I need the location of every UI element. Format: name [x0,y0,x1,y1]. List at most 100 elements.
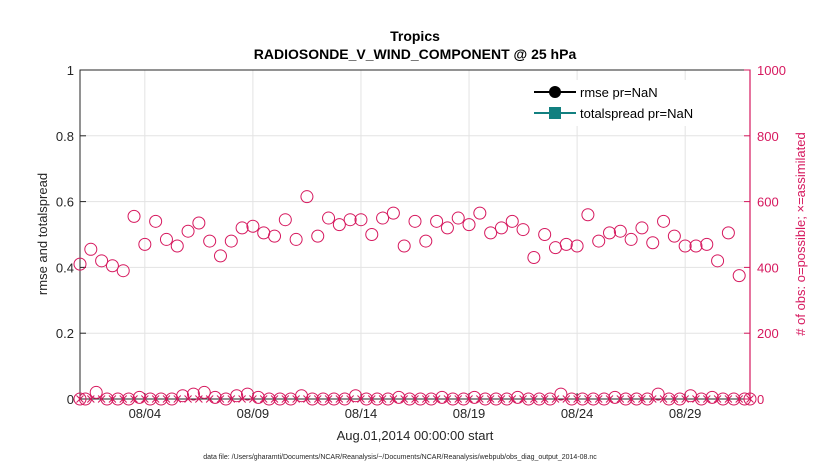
obs-assimilated-point [173,395,182,403]
y-left-tick-label: 1 [67,63,74,78]
obs-possible-point [721,226,735,240]
obs-assimilated-point [195,395,203,403]
y-left-tick-label: 0 [67,392,74,407]
obs-possible-point [516,223,530,237]
chart-title: Tropics [390,28,440,44]
y-right-tick-label: 400 [757,260,779,275]
obs-possible-point [159,232,173,246]
obs-assimilated-point [378,395,387,403]
obs-possible-point [268,229,282,243]
y-right-tick-label: 1000 [757,63,786,78]
obs-possible-point [462,218,476,232]
obs-possible-point [581,208,595,222]
obs-possible-point [105,259,119,273]
obs-assimilated-point [616,395,625,403]
obs-possible-point [419,234,433,248]
x-axis: 08/04 08/09 08/14 08/19 08/24 08/29 [129,393,701,421]
obs-possible-point [592,234,606,248]
obs-possible-point [484,226,498,240]
y-axis-right-label: # of obs: o=possible; ×=assimilated [793,132,808,335]
obs-possible-point [149,214,163,228]
obs-possible-point [505,214,519,228]
obs-possible-point [89,385,103,399]
obs-possible-point [494,221,508,235]
obs-assimilated-point [508,395,517,403]
y-left-tick-label: 0.8 [56,129,74,144]
obs-assimilated-point [346,395,355,403]
y-right-tick-label: 600 [757,195,779,210]
obs-possible-point [186,387,200,401]
obs-possible-point [467,390,481,404]
obs-assimilated-point [627,395,635,403]
obs-assimilated-point [108,395,117,403]
legend-spread-label: totalspread pr=NaN [580,106,693,121]
obs-possible-point [603,226,617,240]
obs-assimilated-point [313,395,322,403]
obs-possible-point [689,239,703,253]
obs-possible-point [732,269,746,283]
obs-assimilated-point [454,395,463,403]
obs-possible-point [332,218,346,232]
obs-assimilated-point [76,395,84,403]
obs-possible-point [203,234,217,248]
obs-possible-point [608,390,622,404]
obs-possible-point [743,392,757,406]
obs-possible-point [251,390,265,404]
obs-assimilated-point [735,395,744,403]
obs-assimilated-point [292,395,300,403]
obs-assimilated-point [486,395,495,403]
x-tick-label: 08/19 [453,406,486,421]
y-axis-left: 0 0.2 0.4 0.6 0.8 1 [56,63,86,407]
obs-possible-point [397,239,411,253]
obs-assimilated-point [681,395,690,403]
x-tick-label: 08/14 [345,406,378,421]
x-axis-label: Aug.01,2014 00:00:00 start [337,428,494,443]
obs-assimilated-point [605,395,614,403]
data-file-footer: data file: /Users/gharamti/Documents/NCA… [203,454,597,461]
obs-possible-point [127,209,141,223]
obs-possible-point [289,232,303,246]
obs-possible-point [132,390,146,404]
obs-possible-point [213,249,227,263]
obs-assimilated-point [594,395,603,403]
obs-assimilated-point [184,395,192,403]
obs-assimilated-point [638,395,646,403]
obs-possible-point [678,239,692,253]
obs-assimilated-point [519,395,527,403]
data-marks [73,190,757,406]
legend-rmse-label: rmse pr=NaN [580,85,658,100]
obs-possible-point [435,390,449,404]
obs-assimilated-point [713,395,722,403]
obs-assimilated-point [465,395,473,403]
obs-assimilated-point [530,395,538,403]
legend: rmse pr=NaN totalspread pr=NaN [530,80,740,126]
obs-assimilated-point [162,395,171,403]
obs-possible-point [554,387,568,401]
y-right-tick-label: 200 [757,326,779,341]
obs-possible-point [538,228,552,241]
obs-assimilated-point [551,395,560,403]
obs-assimilated-point [357,395,365,403]
obs-possible-point [176,389,190,403]
obs-possible-point [511,390,525,404]
obs-possible-point [170,239,184,253]
obs-possible-point [527,251,541,265]
obs-assimilated-point [562,395,571,403]
obs-assimilated-point [421,395,430,403]
obs-assimilated-point [497,395,506,403]
obs-possible-point [181,224,195,238]
y-right-tick-label: 0 [757,392,764,407]
obs-assimilated-point [270,395,279,403]
obs-possible-point [376,211,390,225]
obs-possible-point [408,214,422,228]
obs-assimilated-point [119,395,128,403]
obs-assimilated-point [367,395,376,403]
obs-assimilated-point [659,395,668,403]
obs-possible-point [392,390,406,404]
obs-assimilated-point [97,395,106,403]
legend-box [530,80,740,126]
obs-possible-point [559,237,573,251]
obs-possible-point [138,237,152,251]
legend-rmse-marker [549,86,561,98]
y-axis-right: 0 200 400 600 800 1000 [744,63,786,407]
